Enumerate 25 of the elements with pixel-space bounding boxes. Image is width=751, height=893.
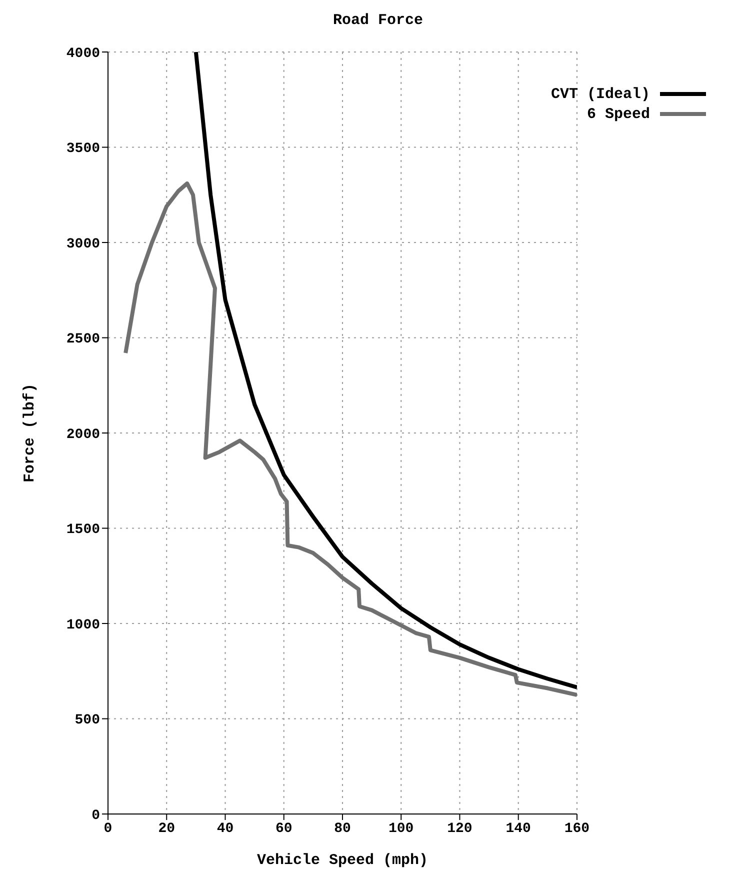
x-tick-label: 160 bbox=[564, 820, 590, 837]
chart-title: Road Force bbox=[332, 11, 424, 31]
x-tick-label: 0 bbox=[104, 820, 112, 837]
y-tick-label: 0 bbox=[92, 808, 100, 824]
y-tick-label: 1500 bbox=[66, 522, 100, 538]
line-series bbox=[194, 52, 577, 690]
x-tick-label: 80 bbox=[334, 820, 351, 837]
y-tick-label: 2000 bbox=[66, 426, 100, 443]
x-axis-title: Vehicle Speed (mph) bbox=[256, 852, 428, 869]
x-tick-label: 100 bbox=[388, 820, 414, 837]
line-series bbox=[124, 181, 577, 697]
legend-label: 6 Speed bbox=[586, 106, 650, 122]
x-tick-label: 120 bbox=[447, 820, 472, 837]
x-tick-label: 20 bbox=[158, 820, 176, 837]
y-tick-label: 500 bbox=[74, 712, 100, 729]
y-tick-label: 2500 bbox=[66, 332, 100, 348]
y-tick-label: 3000 bbox=[66, 236, 100, 252]
y-tick-label: 3500 bbox=[66, 141, 100, 158]
x-tick-label: 140 bbox=[506, 820, 531, 837]
x-tick-label: 60 bbox=[275, 820, 292, 837]
y-tick-label: 4000 bbox=[66, 46, 100, 62]
y-tick-label: 1000 bbox=[66, 617, 100, 634]
x-tick-label: 40 bbox=[216, 820, 234, 837]
legend-label: CVT (Ideal) bbox=[550, 86, 650, 102]
y-axis-title: Force (lbf) bbox=[21, 383, 38, 483]
